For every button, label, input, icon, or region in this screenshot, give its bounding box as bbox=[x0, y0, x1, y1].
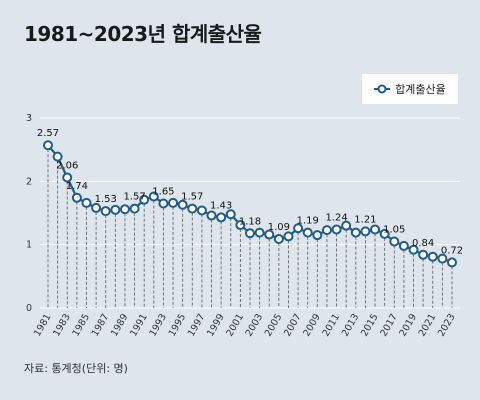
data-point bbox=[302, 227, 313, 238]
data-label: 1.18 bbox=[239, 216, 261, 227]
data-point bbox=[177, 199, 188, 210]
data-point bbox=[273, 233, 284, 244]
data-point bbox=[110, 204, 121, 215]
legend-marker-icon bbox=[374, 84, 391, 94]
y-tick-label: 2 bbox=[26, 176, 32, 187]
data-label: 1.05 bbox=[383, 225, 405, 236]
x-tick-label: 1981 bbox=[32, 312, 54, 338]
x-tick-label: 2015 bbox=[359, 312, 381, 338]
data-point bbox=[254, 227, 265, 238]
data-point bbox=[293, 223, 304, 234]
data-label: 1.57 bbox=[123, 192, 145, 203]
y-tick-label: 3 bbox=[26, 113, 32, 124]
x-tick-label: 2009 bbox=[301, 312, 323, 338]
data-point bbox=[139, 194, 150, 205]
data-label: 1.74 bbox=[66, 181, 88, 192]
y-tick-label: 1 bbox=[26, 240, 32, 251]
data-point bbox=[52, 151, 63, 162]
x-tick-label: 2019 bbox=[398, 312, 420, 338]
data-point bbox=[62, 172, 73, 183]
x-tick-label: 2001 bbox=[224, 312, 246, 338]
source-note: 자료: 통계청(단위: 명) bbox=[24, 362, 128, 375]
data-point bbox=[81, 197, 92, 208]
x-tick-label: 2021 bbox=[417, 312, 439, 338]
x-tick-label: 1993 bbox=[147, 312, 169, 338]
data-point bbox=[321, 225, 332, 236]
x-tick-label: 1987 bbox=[90, 312, 112, 338]
data-point bbox=[447, 257, 457, 268]
data-label: 2.57 bbox=[37, 128, 59, 139]
data-point bbox=[91, 202, 102, 213]
data-point bbox=[427, 251, 438, 262]
y-tick-label: 0 bbox=[26, 303, 32, 314]
data-point bbox=[235, 220, 246, 231]
data-point bbox=[283, 231, 294, 242]
data-point bbox=[350, 227, 361, 238]
data-point bbox=[370, 224, 381, 235]
data-point bbox=[331, 224, 342, 235]
data-point bbox=[206, 210, 217, 221]
data-label: 0.84 bbox=[412, 238, 434, 249]
data-label: 1.21 bbox=[354, 214, 376, 225]
x-tick-label: 1983 bbox=[51, 312, 73, 338]
data-point bbox=[148, 191, 159, 202]
x-tick-label: 1997 bbox=[186, 312, 208, 338]
x-tick-label: 2005 bbox=[263, 312, 285, 338]
data-point bbox=[312, 230, 323, 241]
data-label: 1.53 bbox=[95, 194, 117, 205]
data-points bbox=[43, 140, 457, 268]
x-tick-label: 2017 bbox=[378, 312, 400, 338]
data-point bbox=[408, 244, 419, 255]
data-point bbox=[187, 203, 198, 214]
data-point bbox=[418, 249, 429, 260]
x-tick-label: 2013 bbox=[340, 312, 362, 338]
data-point bbox=[129, 203, 140, 214]
x-tick-label: 1985 bbox=[70, 312, 92, 338]
drop-lines bbox=[47, 149, 453, 308]
data-point bbox=[43, 140, 53, 151]
y-axis-ticks: 0 1 2 3 bbox=[26, 113, 32, 314]
data-label: 1.19 bbox=[297, 216, 319, 227]
data-point bbox=[341, 220, 352, 231]
data-point bbox=[100, 206, 111, 217]
data-point bbox=[196, 205, 207, 216]
data-label: 0.72 bbox=[441, 245, 463, 256]
data-point bbox=[379, 228, 390, 239]
data-point bbox=[168, 197, 179, 208]
chart-title: 1981~2023년 합계출산율 bbox=[24, 22, 262, 46]
x-tick-label: 2023 bbox=[436, 312, 458, 338]
data-label: 1.09 bbox=[268, 222, 290, 233]
data-labels: 2.57 2.06 1.74 1.53 1.57 1.65 1.57 1.43 1.18 1.09… bbox=[37, 128, 463, 256]
legend-label: 합계출산율 bbox=[395, 83, 446, 96]
data-label: 1.65 bbox=[152, 187, 174, 198]
x-tick-label: 2011 bbox=[321, 312, 343, 338]
legend: 합계출산율 bbox=[362, 74, 458, 104]
x-axis-ticks: 1981198319851987198919911993199519971999… bbox=[32, 312, 458, 338]
data-point bbox=[398, 240, 409, 251]
data-point bbox=[264, 229, 275, 240]
data-point bbox=[216, 212, 227, 223]
x-tick-label: 2007 bbox=[282, 312, 304, 338]
data-point bbox=[437, 253, 448, 264]
data-label: 2.06 bbox=[56, 161, 78, 172]
data-label: 1.43 bbox=[210, 200, 232, 211]
data-point bbox=[158, 198, 169, 209]
x-tick-label: 1991 bbox=[128, 312, 150, 338]
x-tick-label: 1989 bbox=[109, 312, 131, 338]
x-tick-label: 2003 bbox=[244, 312, 266, 338]
data-point bbox=[245, 228, 255, 239]
data-point bbox=[389, 236, 400, 247]
data-point bbox=[119, 204, 130, 215]
x-tick-label: 1999 bbox=[205, 312, 227, 338]
x-tick-label: 1995 bbox=[167, 312, 189, 338]
data-point bbox=[360, 226, 371, 237]
data-point bbox=[225, 209, 236, 220]
data-point bbox=[71, 192, 82, 203]
data-label: 1.57 bbox=[181, 192, 203, 203]
data-label: 1.24 bbox=[325, 212, 347, 223]
